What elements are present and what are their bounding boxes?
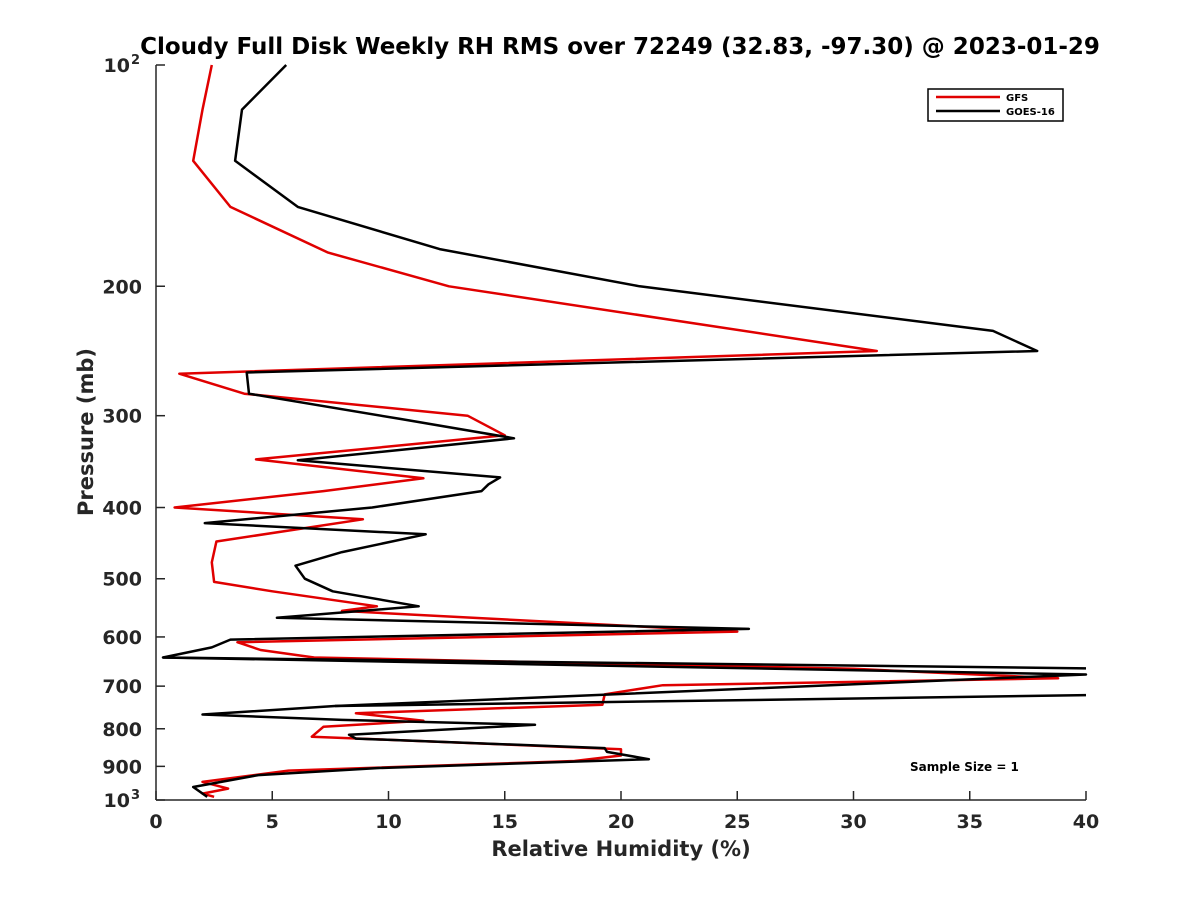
legend-box	[927, 88, 1064, 122]
series-line-goes16-segment	[335, 693, 1087, 708]
chart-title: Cloudy Full Disk Weekly RH RMS over 7224…	[140, 34, 1100, 60]
series-line-goes16	[161, 64, 1088, 798]
y-tick-label: 10	[104, 55, 130, 77]
x-axis-label: Relative Humidity (%)	[491, 837, 750, 861]
y-tick-label: 500	[102, 569, 142, 591]
series-line-goes16-segment	[162, 656, 1087, 670]
x-tick-label: 10	[375, 811, 401, 833]
x-tick-label: 0	[149, 811, 162, 833]
y-axis-label: Pressure (mb)	[74, 348, 98, 516]
x-tick-label: 5	[266, 811, 279, 833]
x-tick-label: 15	[492, 811, 518, 833]
y-tick-label: 200	[102, 276, 142, 298]
x-tick-label: 35	[957, 811, 983, 833]
y-tick-label: 400	[102, 498, 142, 520]
series-line-gfs	[173, 64, 1060, 799]
x-tick-label: 40	[1073, 811, 1099, 833]
legend-label-goes16: GOES-16	[1006, 107, 1055, 118]
series-layer	[161, 64, 1088, 799]
plot-area: 0 5 10 15 20 25 30 35 40 21020030040050060070080…	[102, 53, 1099, 833]
y-tick-label: 600	[102, 627, 142, 649]
legend: GFS GOES-16	[927, 88, 1064, 122]
y-tick-label: 800	[102, 719, 142, 741]
y-tick-exponent: 3	[131, 788, 140, 803]
y-tick-label: 10	[104, 790, 130, 812]
legend-label-gfs: GFS	[1006, 93, 1028, 104]
x-axis-ticks: 0 5 10 15 20 25 30 35 40	[149, 791, 1099, 833]
y-tick-label: 900	[102, 756, 142, 778]
sample-size-annotation: Sample Size = 1	[910, 760, 1019, 774]
x-tick-label: 30	[840, 811, 866, 833]
x-tick-label: 20	[608, 811, 634, 833]
y-tick-exponent: 2	[131, 53, 140, 68]
y-tick-label: 700	[102, 676, 142, 698]
y-tick-label: 300	[102, 406, 142, 428]
x-tick-label: 25	[724, 811, 750, 833]
